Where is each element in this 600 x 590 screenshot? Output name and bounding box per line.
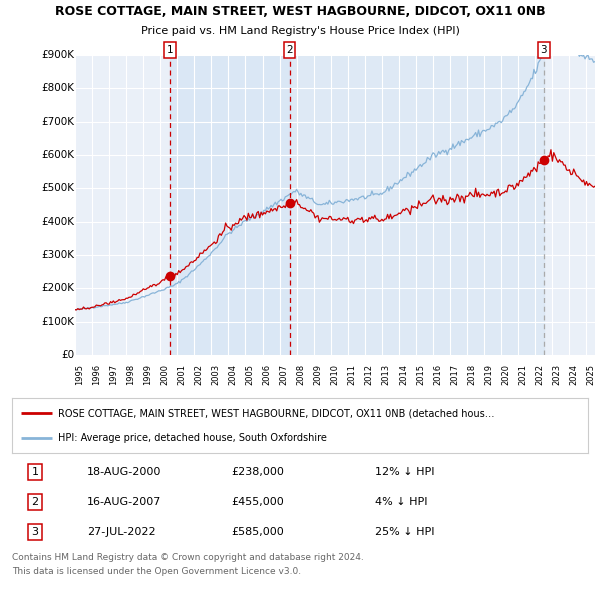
Text: 2009: 2009	[314, 364, 323, 385]
Text: 25% ↓ HPI: 25% ↓ HPI	[375, 527, 434, 537]
Text: £800K: £800K	[41, 83, 74, 93]
Text: £238,000: £238,000	[231, 467, 284, 477]
Text: £400K: £400K	[41, 217, 74, 227]
Text: 2: 2	[31, 497, 38, 507]
Text: 3: 3	[32, 527, 38, 537]
Text: 1: 1	[167, 45, 173, 55]
Text: 18-AUG-2000: 18-AUG-2000	[87, 467, 161, 477]
Text: 3: 3	[541, 45, 547, 55]
Text: 2008: 2008	[296, 364, 305, 385]
Text: 2019: 2019	[484, 364, 493, 385]
Text: 2006: 2006	[263, 364, 272, 385]
Text: 2021: 2021	[518, 364, 527, 385]
Text: Contains HM Land Registry data © Crown copyright and database right 2024.: Contains HM Land Registry data © Crown c…	[12, 553, 364, 562]
Text: 1: 1	[32, 467, 38, 477]
Text: 27-JUL-2022: 27-JUL-2022	[87, 527, 155, 537]
Text: 2025: 2025	[586, 364, 595, 385]
Text: 2022: 2022	[535, 364, 544, 385]
Text: £700K: £700K	[41, 117, 74, 127]
Text: 2018: 2018	[467, 364, 476, 385]
Text: 2023: 2023	[553, 364, 562, 385]
Text: £200K: £200K	[41, 283, 74, 293]
Text: 2014: 2014	[399, 364, 408, 385]
Text: 16-AUG-2007: 16-AUG-2007	[87, 497, 161, 507]
Text: 1995: 1995	[75, 364, 84, 385]
Text: 2016: 2016	[433, 364, 442, 385]
Text: 1999: 1999	[143, 364, 152, 385]
Text: 2: 2	[286, 45, 293, 55]
Text: £0: £0	[61, 350, 74, 360]
Text: 2020: 2020	[501, 364, 510, 385]
Text: 2004: 2004	[229, 364, 238, 385]
Text: 2003: 2003	[211, 364, 220, 385]
Bar	[290, 55, 544, 355]
Text: 2011: 2011	[348, 364, 357, 385]
Text: 1996: 1996	[92, 364, 101, 385]
Text: ROSE COTTAGE, MAIN STREET, WEST HAGBOURNE, DIDCOT, OX11 0NB: ROSE COTTAGE, MAIN STREET, WEST HAGBOURN…	[55, 5, 545, 18]
Text: 2017: 2017	[450, 364, 459, 385]
Text: ROSE COTTAGE, MAIN STREET, WEST HAGBOURNE, DIDCOT, OX11 0NB (detached hous…: ROSE COTTAGE, MAIN STREET, WEST HAGBOURN…	[58, 408, 494, 418]
Text: 2010: 2010	[331, 364, 340, 385]
Text: 4% ↓ HPI: 4% ↓ HPI	[375, 497, 427, 507]
Text: 2015: 2015	[416, 364, 425, 385]
Text: £900K: £900K	[41, 50, 74, 60]
Text: 2000: 2000	[160, 364, 169, 385]
Text: HPI: Average price, detached house, South Oxfordshire: HPI: Average price, detached house, Sout…	[58, 432, 327, 442]
Text: £585,000: £585,000	[231, 527, 284, 537]
Text: 2001: 2001	[177, 364, 186, 385]
Text: 1998: 1998	[126, 364, 135, 385]
Text: £455,000: £455,000	[231, 497, 284, 507]
Text: £100K: £100K	[41, 317, 74, 327]
Text: £600K: £600K	[41, 150, 74, 160]
Text: 2002: 2002	[194, 364, 203, 385]
Bar	[170, 55, 290, 355]
Text: This data is licensed under the Open Government Licence v3.0.: This data is licensed under the Open Gov…	[12, 567, 301, 576]
Text: £300K: £300K	[41, 250, 74, 260]
Text: 2007: 2007	[280, 364, 289, 385]
Text: 2024: 2024	[569, 364, 578, 385]
Text: £500K: £500K	[41, 183, 74, 194]
Text: 2013: 2013	[382, 364, 391, 385]
Text: 12% ↓ HPI: 12% ↓ HPI	[375, 467, 434, 477]
Text: 1997: 1997	[109, 364, 118, 385]
Text: 2005: 2005	[245, 364, 254, 385]
Text: 2012: 2012	[365, 364, 374, 385]
Text: Price paid vs. HM Land Registry's House Price Index (HPI): Price paid vs. HM Land Registry's House …	[140, 26, 460, 36]
